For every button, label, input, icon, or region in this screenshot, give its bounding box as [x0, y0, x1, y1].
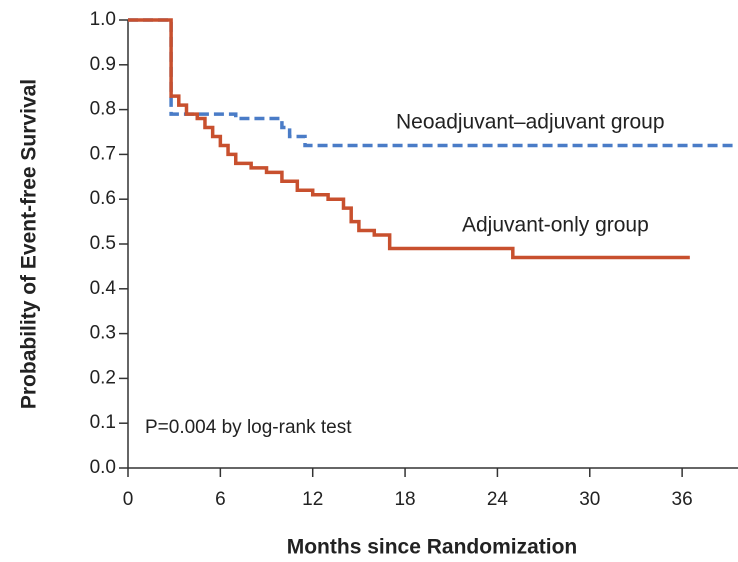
y-tick-label: 0.9 [90, 54, 116, 75]
series-label: Neoadjuvant–adjuvant group [396, 111, 665, 134]
x-tick-label: 30 [579, 489, 600, 510]
x-tick-label: 12 [302, 489, 323, 510]
series-label: Adjuvant-only group [462, 214, 649, 237]
x-tick-label: 6 [215, 489, 226, 510]
y-tick-label: 0.3 [90, 323, 116, 344]
annotation: P=0.004 by log-rank test [145, 417, 352, 438]
y-tick-label: 0.6 [90, 188, 116, 209]
x-tick-label: 0 [123, 489, 134, 510]
y-tick-label: 0.8 [90, 99, 116, 120]
x-axis-label: Months since Randomization [287, 536, 578, 559]
x-tick-label: 24 [487, 489, 509, 510]
y-tick-label: 0.7 [90, 143, 116, 164]
y-tick-label: 0.4 [90, 278, 117, 299]
survival-curve [128, 18, 690, 260]
y-tick-label: 0.2 [90, 367, 116, 388]
y-tick-label: 0.5 [90, 233, 116, 254]
y-axis-label: Probability of Event-free Survival [18, 79, 41, 409]
y-tick-label: 0.0 [90, 457, 116, 478]
x-tick-label: 36 [672, 489, 693, 510]
x-tick-label: 18 [394, 489, 415, 510]
y-tick-label: 0.1 [90, 412, 116, 433]
y-tick-label: 1.0 [90, 9, 116, 30]
survival-curve [128, 18, 736, 148]
